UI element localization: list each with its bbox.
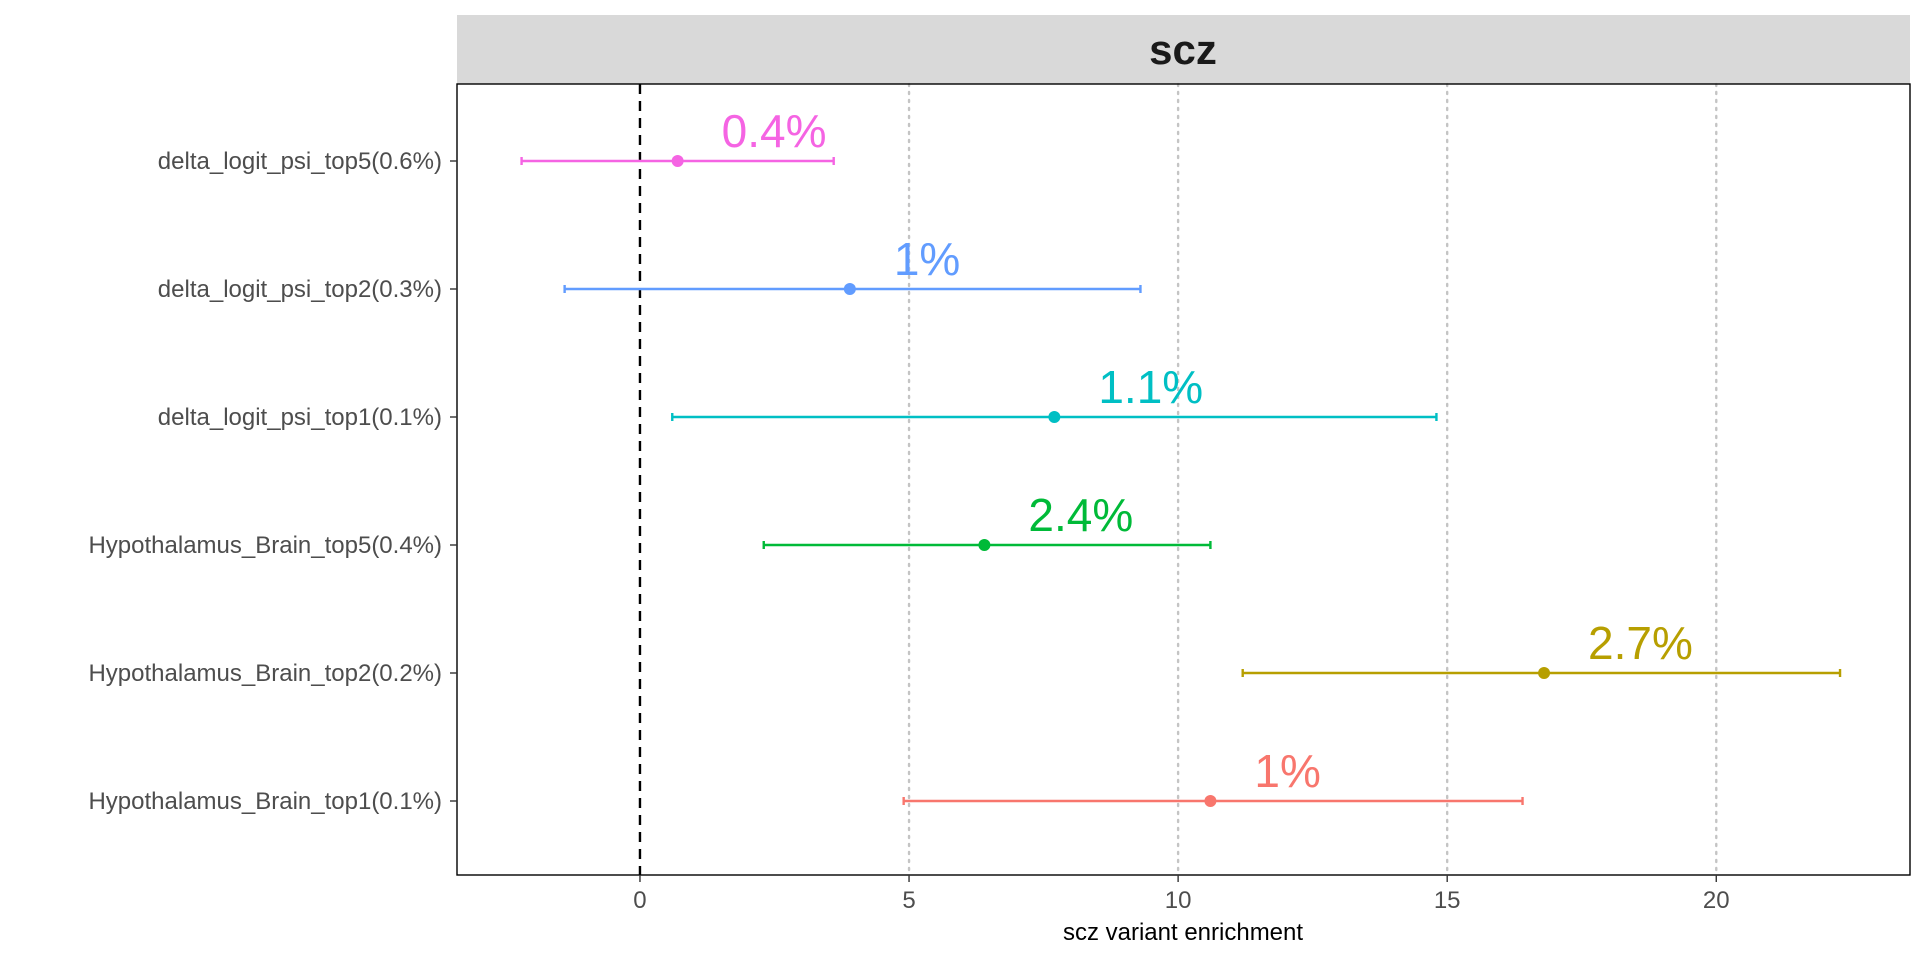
data-label: 0.4%: [722, 105, 827, 157]
series-row: 1.1%: [671, 361, 1438, 423]
y-tick-label: Hypothalamus_Brain_top5(0.4%): [88, 532, 442, 559]
data-label: 1%: [894, 233, 960, 285]
data-marks: 0.4% 1% 1.1% 2.4% 2.7% 1%: [520, 105, 1842, 807]
point-estimate: [1538, 667, 1551, 679]
y-tick-label: delta_logit_psi_top2(0.3%): [158, 276, 442, 303]
data-label: 2.7%: [1588, 617, 1693, 669]
series-row: 0.4%: [520, 105, 835, 167]
plot-panel: [457, 84, 1910, 875]
x-tick-label: 0: [633, 887, 646, 914]
panel-border: [456, 83, 1911, 876]
x-tick-label: 5: [902, 887, 915, 914]
x-tick-label: 15: [1434, 887, 1461, 914]
y-tick-label: Hypothalamus_Brain_top1(0.1%): [88, 788, 442, 815]
x-axis-title: scz variant enrichment: [1063, 919, 1303, 946]
data-label: 2.4%: [1028, 489, 1133, 541]
y-tick-label: delta_logit_psi_top5(0.6%): [158, 148, 442, 175]
y-tick-label: delta_logit_psi_top1(0.1%): [158, 404, 442, 431]
x-axis: 0 5 10 15 20: [633, 875, 1730, 914]
facet-title: scz: [1149, 26, 1217, 73]
data-label: 1%: [1254, 745, 1320, 797]
series-row: 2.4%: [762, 489, 1212, 551]
point-estimate: [978, 539, 991, 551]
series-row: 1%: [902, 745, 1524, 807]
point-estimate: [1204, 795, 1217, 807]
facet-strip: [457, 15, 1910, 84]
point-estimate: [843, 283, 856, 295]
y-axis: delta_logit_psi_top5(0.6%) delta_logit_ps…: [88, 148, 457, 815]
point-estimate: [1048, 411, 1061, 423]
point-estimate: [671, 155, 684, 167]
series-row: 2.7%: [1241, 617, 1842, 679]
x-tick-label: 20: [1703, 887, 1730, 914]
y-tick-label: Hypothalamus_Brain_top2(0.2%): [88, 660, 442, 687]
gridlines: [907, 82, 1718, 877]
x-tick-label: 10: [1165, 887, 1192, 914]
series-row: 1%: [563, 233, 1142, 295]
data-label: 1.1%: [1098, 361, 1203, 413]
